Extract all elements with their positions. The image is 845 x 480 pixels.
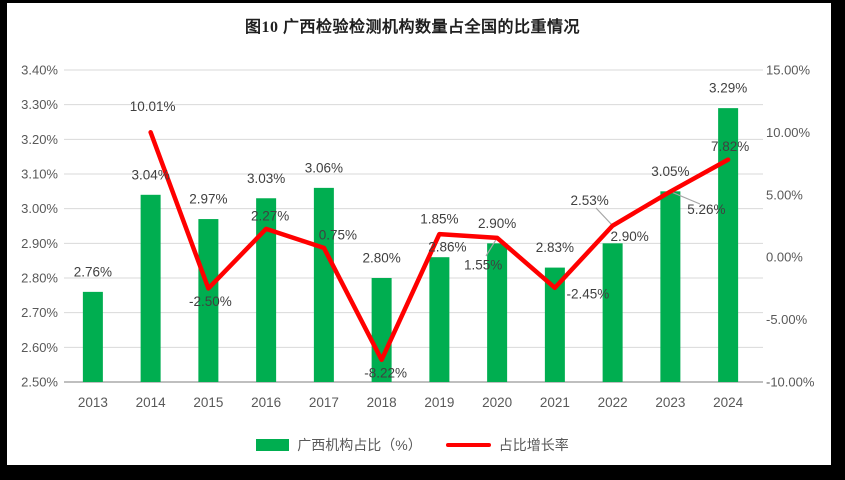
line-label-2017: 0.75% <box>319 227 357 242</box>
bar-label-2023: 3.05% <box>651 164 689 179</box>
x-axis-label-2019: 2019 <box>424 395 454 410</box>
legend-item-bar-series: 广西机构占比（%） <box>256 435 422 455</box>
bar-2016 <box>256 198 277 382</box>
bar-2017 <box>313 187 334 382</box>
right-axis-tick: 15.00% <box>766 63 811 78</box>
left-axis-tick: 2.50% <box>21 375 58 390</box>
chart-legend: 广西机构占比（%） 占比增长率 <box>0 433 825 457</box>
bar-label-2019: 2.86% <box>428 240 466 255</box>
bar-label-2021: 2.83% <box>536 240 574 255</box>
bar-label-2014: 3.04% <box>131 167 169 182</box>
label-leader-line <box>595 207 614 227</box>
x-axis-label-2022: 2022 <box>598 395 628 410</box>
bar-2014 <box>140 194 161 382</box>
line-label-2018: -8.22% <box>364 365 407 380</box>
left-axis-tick: 3.20% <box>21 132 58 147</box>
line-label-2015: -2.50% <box>189 294 232 309</box>
bar-label-2024: 3.29% <box>709 81 747 96</box>
x-axis-label-2014: 2014 <box>136 395 167 410</box>
left-axis-tick: 3.00% <box>21 201 58 216</box>
left-axis-tick: 2.70% <box>21 305 58 320</box>
x-axis-label-2017: 2017 <box>309 395 339 410</box>
x-axis-label-2020: 2020 <box>482 395 512 410</box>
bar-2023 <box>660 191 681 382</box>
legend-item-line-series: 占比增长率 <box>445 435 569 455</box>
growth-rate-line <box>148 130 731 363</box>
bar-2020 <box>487 243 508 382</box>
line-label-2023: 5.26% <box>687 202 725 217</box>
right-axis-tick: 5.00% <box>766 187 803 202</box>
left-axis-tick: 2.60% <box>21 340 58 355</box>
left-axis-tick: 2.80% <box>21 271 58 286</box>
line-label-2022: 2.53% <box>570 193 608 208</box>
chart-title: 图10 广西检验检测机构数量占全国的比重情况 <box>244 19 580 36</box>
bar-label-2015: 2.97% <box>189 192 227 207</box>
bar-2022 <box>602 243 623 382</box>
line-label-2019: 1.85% <box>420 212 458 227</box>
x-axis-label-2018: 2018 <box>367 395 397 410</box>
bar-label-2016: 3.03% <box>247 171 285 186</box>
line-label-2024: 7.82% <box>711 139 749 154</box>
bar-2018 <box>371 278 392 382</box>
bar-label-2018: 2.80% <box>362 251 400 266</box>
line-label-2014: 10.01% <box>130 99 176 114</box>
right-axis-tick: -10.00% <box>766 375 815 390</box>
right-axis-tick: -5.00% <box>766 312 808 327</box>
right-axis-tick: 10.00% <box>766 125 811 140</box>
line-label-2021: -2.45% <box>566 286 609 301</box>
left-axis-tick: 3.30% <box>21 97 58 112</box>
bar-2024 <box>718 108 739 382</box>
left-axis-tick: 2.90% <box>21 236 58 251</box>
x-axis-label-2024: 2024 <box>713 395 744 410</box>
line-label-2020: 1.55% <box>464 257 502 272</box>
line-label-2016: 2.27% <box>251 208 289 223</box>
bar-label-2022: 2.90% <box>610 229 648 244</box>
bar-2013 <box>82 291 103 382</box>
bar-label-2017: 3.06% <box>305 160 343 175</box>
right-axis-tick: 0.00% <box>766 250 803 265</box>
x-axis-label-2021: 2021 <box>540 395 570 410</box>
bar-2019 <box>429 257 450 382</box>
bar-label-2013: 2.76% <box>74 264 112 279</box>
line-series-swatch <box>445 443 491 447</box>
label-leader-line <box>485 237 498 257</box>
bar-2021 <box>544 267 565 382</box>
label-leader-line <box>670 191 701 205</box>
bar-series-swatch <box>256 439 290 451</box>
x-axis-label-2016: 2016 <box>251 395 281 410</box>
x-axis-label-2023: 2023 <box>655 395 685 410</box>
x-axis-label-2013: 2013 <box>78 395 108 410</box>
bar-label-2020: 2.90% <box>478 216 516 231</box>
left-axis-tick: 3.40% <box>21 63 58 78</box>
x-axis-label-2015: 2015 <box>193 395 223 410</box>
legend-label-bar-series: 广西机构占比（%） <box>297 437 422 453</box>
legend-label-line-series: 占比增长率 <box>498 437 569 453</box>
left-axis-tick: 3.10% <box>21 167 58 182</box>
bar-2015 <box>198 219 219 382</box>
